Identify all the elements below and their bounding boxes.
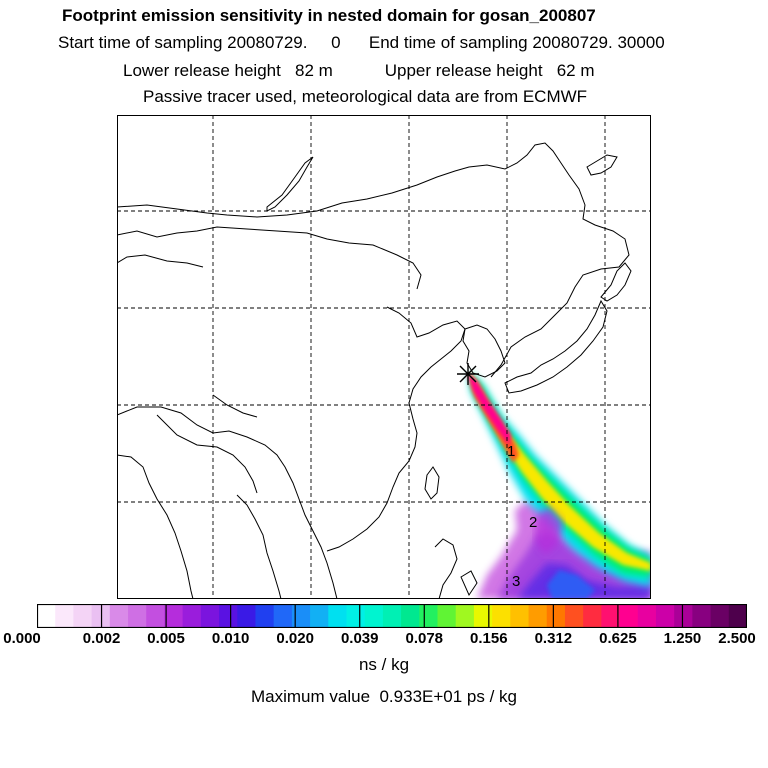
colorbar-swatch — [437, 604, 457, 628]
map-title: Footprint emission sensitivity in nested… — [62, 6, 596, 25]
colorbar-swatch — [273, 604, 293, 628]
colorbar-frame — [37, 604, 747, 628]
colorbar-swatch — [364, 604, 384, 628]
colorbar-swatch — [346, 604, 366, 628]
colorbar-swatch — [728, 604, 747, 628]
emission-sensitivity-field — [467, 373, 651, 599]
sampling-time-line: Start time of sampling 20080729. 0 End t… — [58, 33, 665, 52]
colorbar-swatch — [37, 604, 56, 628]
colorbar-swatch — [200, 604, 220, 628]
trajectory-label-1: 1 — [507, 443, 515, 460]
colorbar-swatch — [55, 604, 75, 628]
colorbar-swatch — [182, 604, 202, 628]
colorbar-tick-label: 0.312 — [534, 630, 573, 647]
colorbar-tick-label: 0.010 — [211, 630, 250, 647]
trajectory-label-2: 2 — [529, 514, 537, 531]
trajectory-label-3: 3 — [512, 573, 520, 590]
release-height-line: Lower release height 82 m Upper release … — [123, 61, 595, 80]
colorbar-tick-label: 0.002 — [82, 630, 121, 647]
colorbar-swatch — [237, 604, 257, 628]
colorbar-swatch — [601, 604, 621, 628]
tracer-info-line: Passive tracer used, meteorological data… — [143, 87, 588, 106]
graticule — [117, 115, 651, 599]
colorbar-swatch — [310, 604, 329, 628]
maximum-value-text: Maximum value 0.933E+01 ps / kg — [251, 687, 517, 706]
colorbar-swatch — [219, 604, 238, 628]
colorbar-tick-label: 0.020 — [276, 630, 314, 647]
colorbar-tick-label: 0.156 — [470, 630, 508, 647]
colorbar-swatch — [255, 604, 275, 628]
colorbar-swatch — [510, 604, 530, 628]
colorbar-swatch — [546, 604, 566, 628]
colorbar-swatch — [382, 604, 402, 628]
colorbar-units: ns / kg — [358, 655, 410, 674]
colorbar-swatch — [655, 604, 675, 628]
colorbar-swatch — [674, 604, 693, 628]
colorbar-swatch — [619, 604, 639, 628]
colorbar-tick-labels: 0.000 0.002 0.005 0.010 0.020 0.039 0.078 0.156… — [0, 630, 768, 650]
coastlines — [117, 142, 632, 599]
release-point-star — [457, 363, 479, 385]
colorbar-swatch — [146, 604, 166, 628]
colorbar-tick-label: 2.500 — [718, 630, 756, 647]
colorbar-swatch — [164, 604, 184, 628]
colorbar-swatch — [473, 604, 493, 628]
colorbar-tick-label: 0.000 — [3, 630, 41, 647]
map-frame — [117, 115, 651, 599]
colorbar-tick-label: 0.625 — [599, 630, 637, 647]
colorbar-swatch — [564, 604, 584, 628]
colorbar-swatch — [291, 604, 311, 628]
colorbar-tick-label: 0.039 — [340, 630, 379, 647]
colorbar-swatch — [583, 604, 602, 628]
colorbar-swatch — [419, 604, 439, 628]
colorbar-swatch — [637, 604, 657, 628]
colorbar-swatch — [401, 604, 420, 628]
colorbar-tick-label: 1.250 — [663, 630, 702, 647]
footprint-map: 1 2 3 — [117, 115, 651, 599]
colorbar-swatch — [73, 604, 93, 628]
colorbar — [37, 604, 747, 628]
colorbar-swatch — [455, 604, 475, 628]
colorbar-tick-label: 0.005 — [147, 630, 185, 647]
colorbar-swatch — [328, 604, 348, 628]
colorbar-tick-label: 0.078 — [405, 630, 444, 647]
colorbar-swatch — [528, 604, 548, 628]
colorbar-swatch — [492, 604, 511, 628]
colorbar-swatch — [710, 604, 730, 628]
colorbar-swatch — [109, 604, 129, 628]
colorbar-swatch — [692, 604, 712, 628]
colorbar-swatch — [128, 604, 147, 628]
